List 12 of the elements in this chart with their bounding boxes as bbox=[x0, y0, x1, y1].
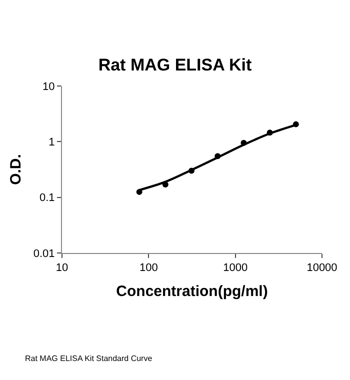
y-tick-label: 0.1 bbox=[40, 192, 55, 204]
x-axis-title: Concentration(pg/ml) bbox=[116, 283, 268, 300]
x-tick-label: 1000 bbox=[223, 262, 248, 274]
y-tick-label: 10 bbox=[42, 80, 55, 93]
y-axis-title: O.D. bbox=[8, 154, 25, 185]
x-tick-label: 100 bbox=[139, 262, 158, 274]
x-tick-label: 10000 bbox=[306, 262, 338, 274]
y-tick-label: 0.01 bbox=[33, 248, 55, 260]
text: Rat MAG ELISA Kit Standard Curve bbox=[25, 354, 153, 363]
x-tick-label: 10 bbox=[56, 262, 68, 274]
chart-title: Rat MAG ELISA Kit bbox=[98, 56, 252, 75]
y-tick-label: 1 bbox=[48, 136, 55, 149]
